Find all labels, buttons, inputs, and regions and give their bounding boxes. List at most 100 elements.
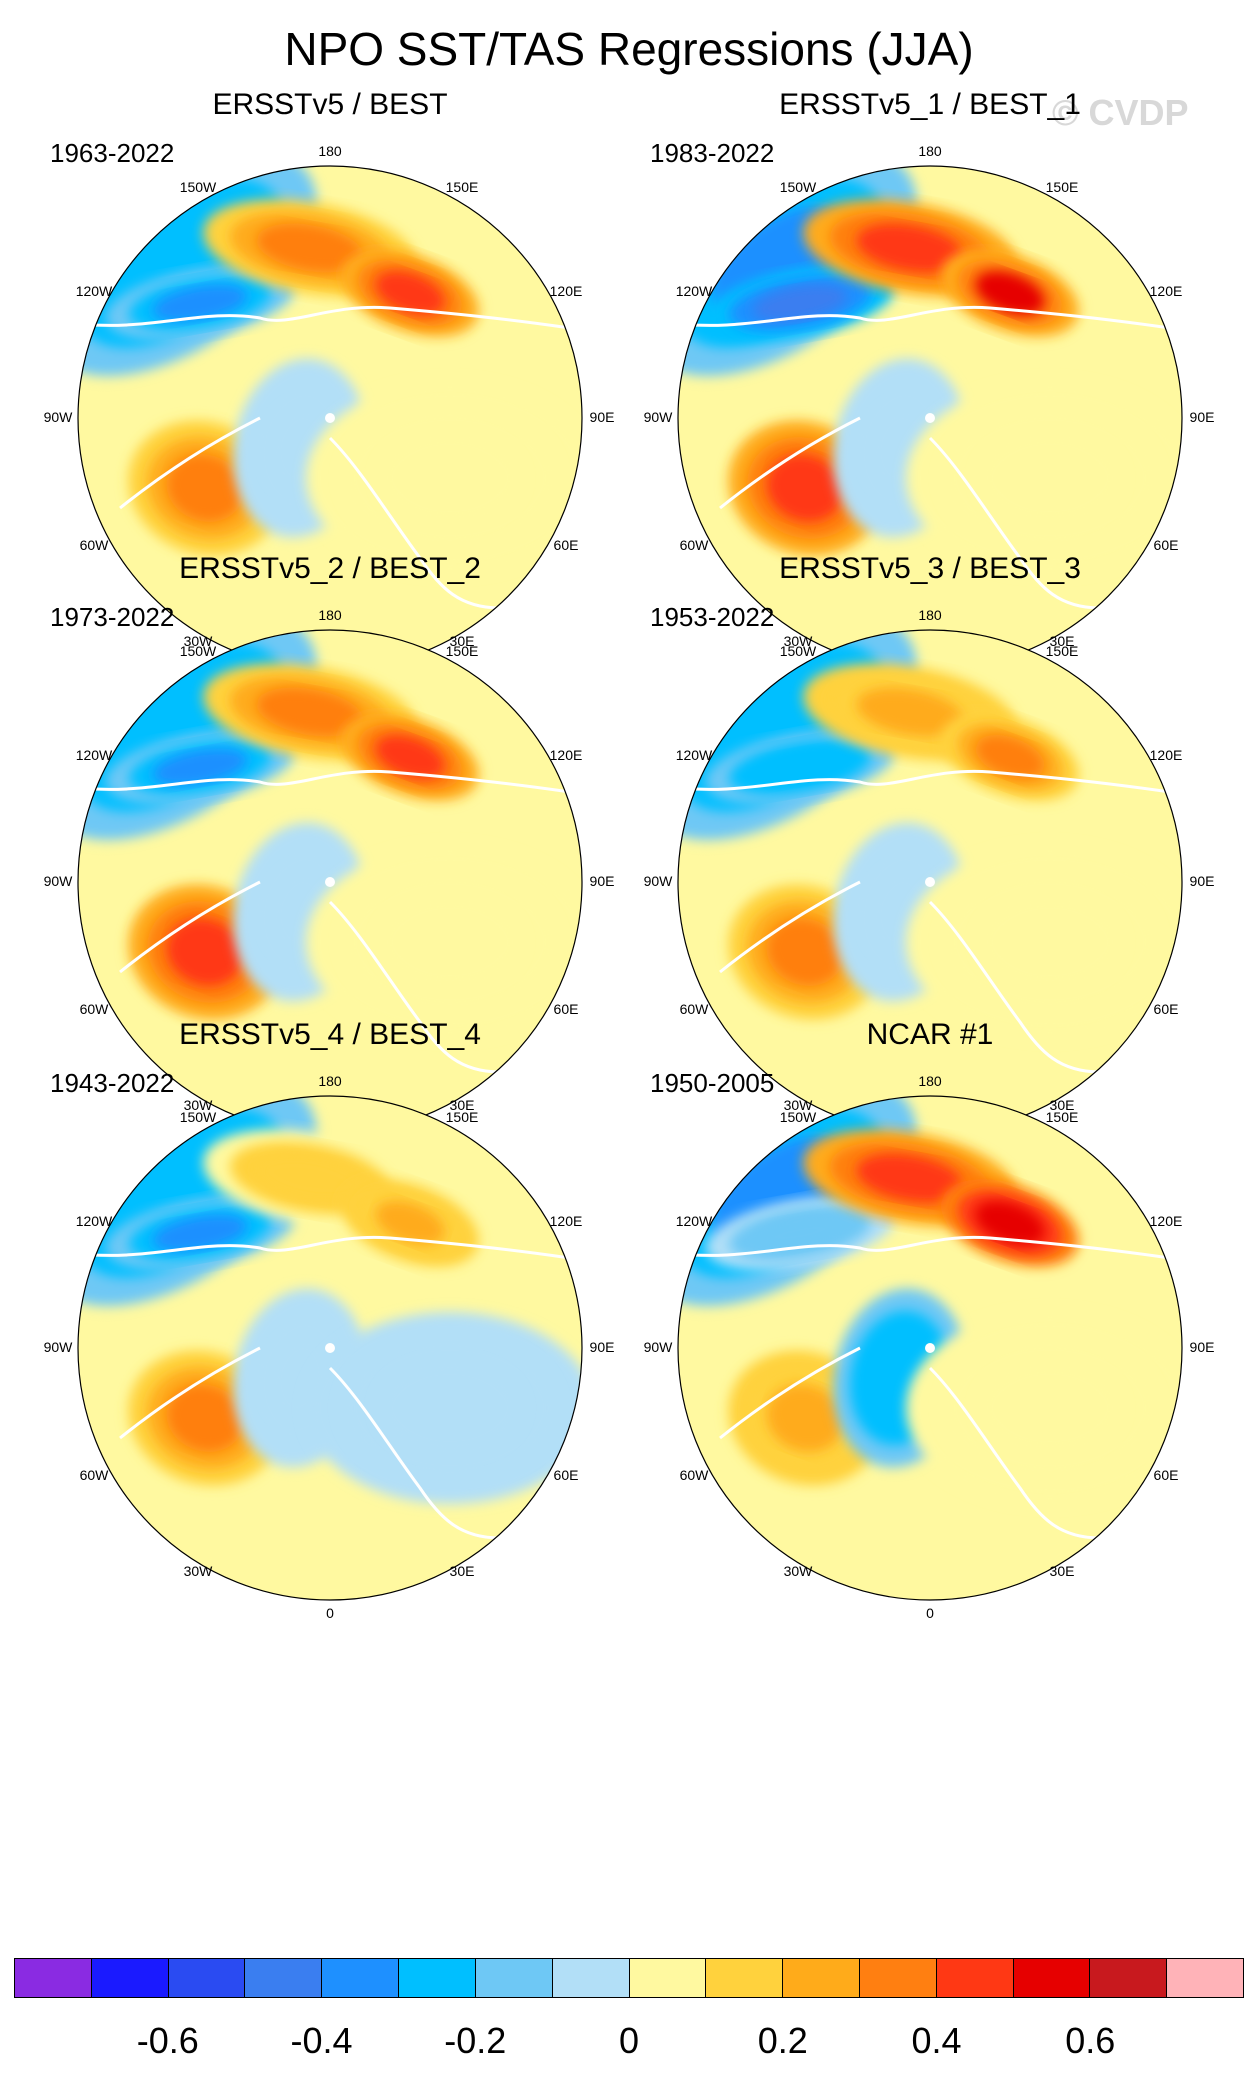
- anomaly-region: [978, 430, 1122, 526]
- longitude-label: 120W: [676, 747, 713, 763]
- map-panel-2: ERSSTv5_1 / BEST_1 1983-2022 180 150E 120E 90…: [630, 88, 1230, 708]
- anomaly-region: [752, 748, 848, 786]
- colorbar-swatch: [15, 1959, 92, 1997]
- longitude-label: 60E: [1154, 1467, 1179, 1483]
- longitude-label: 90W: [644, 1339, 674, 1355]
- longitude-label: 30W: [784, 633, 814, 649]
- anomaly-region: [152, 748, 248, 786]
- north-pole-marker: [325, 877, 335, 887]
- longitude-label: 120W: [76, 283, 113, 299]
- longitude-label: 150W: [180, 179, 217, 195]
- anomaly-region: [752, 284, 848, 322]
- longitude-label: 90E: [1190, 409, 1215, 425]
- longitude-label: 90E: [590, 409, 615, 425]
- longitude-label: 30E: [1050, 633, 1075, 649]
- longitude-label: 150W: [180, 1109, 217, 1125]
- anomaly-region: [378, 894, 522, 990]
- longitude-label: 90W: [44, 1339, 74, 1355]
- longitude-label: 150E: [446, 1109, 479, 1125]
- colorbar-swatch: [475, 1959, 553, 1997]
- colorbar-tick-label: 0.6: [1065, 2020, 1116, 2061]
- longitude-label: 180: [318, 143, 342, 159]
- anomaly-region: [378, 1360, 522, 1456]
- anomaly-region: [856, 687, 964, 737]
- anomaly-region: [856, 1153, 964, 1203]
- longitude-label: 90E: [1190, 1339, 1215, 1355]
- longitude-label: 90E: [590, 1339, 615, 1355]
- anomaly-region: [152, 1214, 248, 1252]
- longitude-label: 0: [326, 1605, 334, 1621]
- anomaly-region: [375, 1201, 445, 1245]
- colorbar-swatch: [1013, 1959, 1091, 1997]
- longitude-label: 30E: [1050, 1563, 1075, 1579]
- longitude-label: 150W: [780, 1109, 817, 1125]
- longitude-label: 0: [926, 1605, 934, 1621]
- north-pole-marker: [325, 1343, 335, 1353]
- anomaly-region: [166, 918, 244, 986]
- longitude-label: 120W: [76, 1213, 113, 1229]
- longitude-label: 90W: [644, 409, 674, 425]
- colorbar-tick-label: 0.4: [911, 2020, 962, 2061]
- map-panel-4: ERSSTv5_3 / BEST_3 1953-2022 180 150E 120E 90…: [630, 552, 1230, 1172]
- longitude-label: 60E: [1154, 1001, 1179, 1017]
- longitude-label: 120E: [1150, 1213, 1183, 1229]
- anomaly-region: [166, 1384, 244, 1452]
- coastline: [678, 1235, 1171, 1540]
- colorbar-swatch: [1090, 1959, 1168, 1997]
- longitude-label: 30W: [184, 633, 214, 649]
- anomaly-region: [975, 735, 1045, 779]
- longitude-label: 60W: [80, 1467, 110, 1483]
- north-pole-marker: [925, 413, 935, 423]
- anomaly-region: [975, 1201, 1045, 1245]
- longitude-label: 150W: [180, 643, 217, 659]
- colorbar-swatch: [783, 1959, 860, 1997]
- coastline: [78, 769, 571, 1074]
- map-outline: [77, 1095, 583, 1601]
- map-panel-5: ERSSTv5_4 / BEST_4 1943-2022 180 150E 120E 90…: [30, 1018, 630, 1638]
- anomaly-region: [166, 454, 244, 522]
- longitude-label: 180: [318, 1073, 342, 1089]
- longitude-label: 60W: [680, 1467, 710, 1483]
- map-panel-1: ERSSTv5 / BEST 1963-2022 180 150E 120E 90E 60E…: [30, 88, 630, 708]
- colorbar-tick-label: 0.2: [757, 2020, 808, 2061]
- coastline: [678, 769, 1171, 1074]
- longitude-label: 180: [918, 143, 942, 159]
- colorbar-swatch: [936, 1959, 1014, 1997]
- panel-title: ERSSTv5_2 / BEST_2: [179, 552, 481, 585]
- colorbar-tick-label: 0: [618, 2020, 640, 2061]
- longitude-label: 60W: [680, 537, 710, 553]
- anomaly-region: [375, 735, 445, 779]
- anomaly-region: [766, 454, 844, 522]
- anomaly-region: [152, 284, 248, 322]
- longitude-label: 60E: [554, 537, 579, 553]
- longitude-label: 30W: [784, 1097, 814, 1113]
- longitude-label: 60W: [80, 1001, 110, 1017]
- longitude-label: 150E: [1046, 179, 1079, 195]
- map-panel-3: ERSSTv5_2 / BEST_2 1973-2022 180 150E 120E 90…: [30, 552, 630, 1172]
- anomaly-region: [856, 223, 964, 273]
- panel-years: 1973-2022: [50, 602, 175, 632]
- longitude-label: 120E: [550, 747, 583, 763]
- map-outline: [677, 1095, 1183, 1601]
- longitude-label: 30E: [450, 1563, 475, 1579]
- longitude-label: 30E: [1050, 1097, 1075, 1113]
- colorbar-swatch: [706, 1959, 784, 1997]
- longitude-label: 150E: [1046, 1109, 1079, 1125]
- longitude-label: 120W: [76, 747, 113, 763]
- longitude-label: 60W: [680, 1001, 710, 1017]
- longitude-label: 150E: [446, 179, 479, 195]
- longitude-label: 60E: [554, 1001, 579, 1017]
- panel-title: NCAR #1: [866, 1018, 994, 1051]
- longitude-label: 150E: [446, 643, 479, 659]
- panel-years: 1950-2005: [650, 1068, 775, 1098]
- panel-title: ERSSTv5_3 / BEST_3: [779, 552, 1081, 585]
- panel-years: 1963-2022: [50, 138, 175, 168]
- longitude-label: 30W: [184, 1563, 214, 1579]
- anomaly-region: [256, 223, 364, 273]
- colorbar-tick-label: -0.4: [290, 2020, 353, 2061]
- cvdp-watermark: © CVDP: [1052, 92, 1189, 133]
- colorbar-tick-label: -0.2: [444, 2020, 507, 2061]
- anomaly-region: [378, 430, 522, 526]
